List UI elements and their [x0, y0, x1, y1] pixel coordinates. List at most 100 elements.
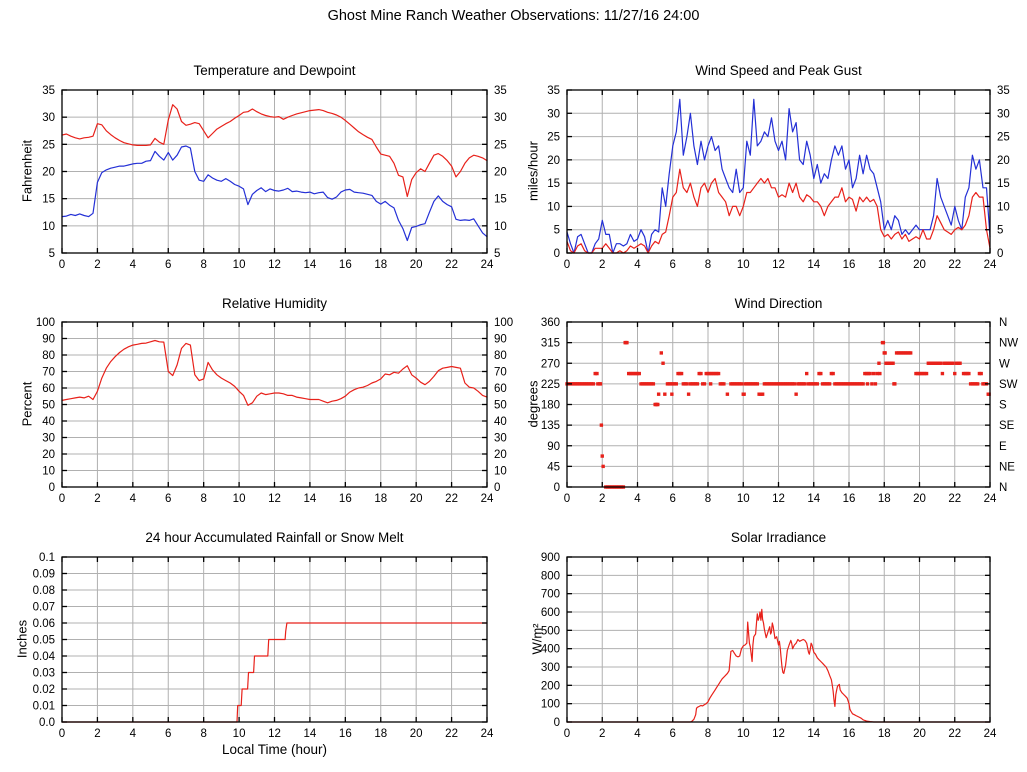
svg-text:90: 90 — [42, 334, 55, 346]
svg-text:500: 500 — [541, 625, 560, 637]
svg-text:45: 45 — [547, 461, 560, 473]
svg-text:W: W — [999, 358, 1010, 370]
svg-text:30: 30 — [494, 112, 507, 124]
svg-text:0: 0 — [59, 259, 65, 271]
svg-text:0: 0 — [59, 493, 65, 505]
svg-text:50: 50 — [494, 400, 507, 412]
peak-gust-series — [566, 98, 991, 254]
svg-text:22: 22 — [948, 493, 961, 505]
svg-text:20: 20 — [913, 259, 926, 271]
svg-text:6: 6 — [165, 493, 171, 505]
svg-text:8: 8 — [200, 493, 206, 505]
svg-text:22: 22 — [948, 728, 961, 740]
svg-text:SE: SE — [999, 420, 1015, 432]
svg-text:8: 8 — [705, 493, 711, 505]
tick-labels: 0 2 4 6 8 10 12 14 16 18 20 22 240100200300400500600… — [541, 552, 997, 740]
chart-title: Wind Speed and Peak Gust — [695, 63, 862, 78]
svg-text:20: 20 — [42, 167, 55, 179]
chart-rainfall: 24 hour Accumulated Rainfall or Snow Mel… — [0, 522, 513, 772]
svg-text:18: 18 — [878, 493, 891, 505]
svg-text:90: 90 — [494, 334, 507, 346]
svg-text:SW: SW — [999, 379, 1018, 391]
svg-text:20: 20 — [494, 449, 507, 461]
svg-text:700: 700 — [541, 589, 560, 601]
svg-text:2: 2 — [94, 728, 100, 740]
svg-text:2: 2 — [94, 493, 100, 505]
chart-solar-irradiance: Solar Irradiance W/m² 0 2 4 6 8 10 12 14 16 18 20 2… — [513, 522, 1027, 772]
svg-text:80: 80 — [494, 350, 507, 362]
svg-text:0.06: 0.06 — [33, 618, 55, 630]
axes — [566, 89, 991, 254]
svg-text:35: 35 — [42, 85, 55, 97]
svg-text:22: 22 — [445, 259, 458, 271]
svg-text:180: 180 — [541, 400, 560, 412]
svg-text:15: 15 — [42, 194, 55, 206]
svg-text:10: 10 — [737, 259, 750, 271]
svg-text:0: 0 — [554, 248, 560, 260]
svg-text:6: 6 — [670, 728, 676, 740]
svg-text:70: 70 — [42, 367, 55, 379]
svg-text:4: 4 — [634, 493, 641, 505]
svg-text:14: 14 — [304, 493, 317, 505]
svg-text:0: 0 — [997, 248, 1003, 260]
chart-title: Temperature and Dewpoint — [193, 63, 356, 78]
svg-text:24: 24 — [481, 259, 494, 271]
svg-text:4: 4 — [130, 493, 137, 505]
svg-text:25: 25 — [42, 139, 55, 151]
svg-text:10: 10 — [997, 201, 1010, 213]
svg-text:4: 4 — [130, 259, 137, 271]
axes — [61, 321, 488, 488]
svg-text:18: 18 — [374, 493, 387, 505]
svg-text:10: 10 — [233, 728, 246, 740]
svg-text:10: 10 — [737, 728, 750, 740]
svg-text:40: 40 — [494, 416, 507, 428]
svg-text:18: 18 — [878, 259, 891, 271]
chart-relative-humidity: Relative Humidity Percent 0 2 4 6 8 10 12 14 16 1… — [0, 288, 514, 522]
svg-text:2: 2 — [599, 728, 605, 740]
svg-text:14: 14 — [304, 728, 317, 740]
svg-text:20: 20 — [547, 155, 560, 167]
svg-text:50: 50 — [42, 400, 55, 412]
svg-text:18: 18 — [374, 259, 387, 271]
svg-text:6: 6 — [165, 728, 171, 740]
svg-text:NW: NW — [999, 338, 1018, 350]
svg-text:20: 20 — [997, 155, 1010, 167]
svg-text:20: 20 — [42, 449, 55, 461]
svg-text:100: 100 — [36, 317, 55, 329]
svg-text:20: 20 — [913, 493, 926, 505]
svg-text:70: 70 — [494, 367, 507, 379]
svg-text:0: 0 — [494, 482, 500, 494]
svg-text:400: 400 — [541, 644, 560, 656]
svg-text:900: 900 — [541, 552, 560, 564]
svg-text:2: 2 — [599, 493, 605, 505]
svg-text:14: 14 — [807, 728, 820, 740]
svg-text:22: 22 — [948, 259, 961, 271]
svg-text:10: 10 — [547, 201, 560, 213]
svg-text:5: 5 — [554, 225, 560, 237]
svg-text:0.1: 0.1 — [39, 552, 55, 564]
svg-text:0.0: 0.0 — [39, 717, 55, 729]
tick-labels: 0 2 4 6 8 10 12 14 16 18 20 22 240.00.010.020.030.04… — [33, 552, 494, 740]
svg-text:35: 35 — [494, 85, 507, 97]
svg-text:315: 315 — [541, 338, 560, 350]
svg-text:0.08: 0.08 — [33, 585, 55, 597]
svg-text:14: 14 — [807, 259, 820, 271]
svg-text:800: 800 — [541, 570, 560, 582]
svg-text:N: N — [999, 482, 1007, 494]
svg-text:0.04: 0.04 — [33, 651, 56, 663]
svg-text:30: 30 — [494, 433, 507, 445]
svg-text:35: 35 — [997, 85, 1010, 97]
svg-text:270: 270 — [541, 358, 560, 370]
svg-text:16: 16 — [843, 728, 856, 740]
svg-text:0: 0 — [554, 717, 560, 729]
svg-text:8: 8 — [705, 728, 711, 740]
svg-text:E: E — [999, 441, 1007, 453]
svg-text:20: 20 — [410, 259, 423, 271]
svg-text:8: 8 — [705, 259, 711, 271]
